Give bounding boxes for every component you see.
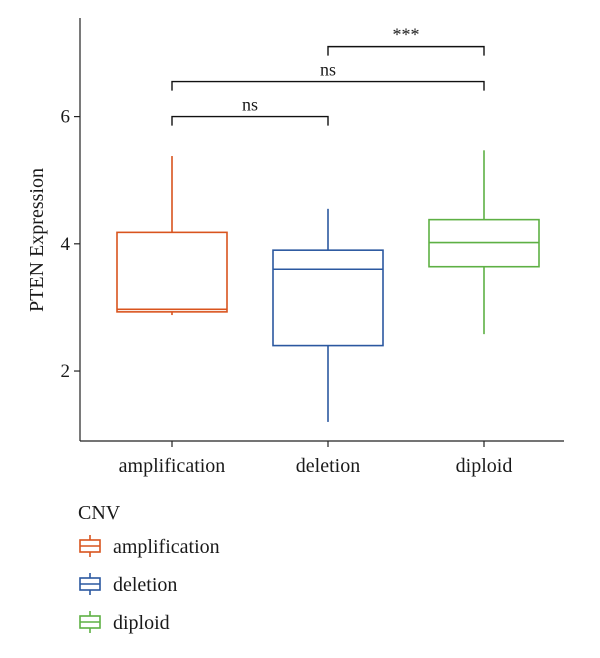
boxes	[116, 150, 540, 422]
x-tick-label: amplification	[119, 455, 226, 477]
legend-label: diploid	[113, 612, 170, 634]
legend-label: amplification	[113, 536, 220, 558]
legend-item-diploid: diploid	[79, 611, 170, 634]
bracket-line	[171, 80, 485, 91]
box-body	[116, 231, 228, 313]
y-axis-label: PTEN Expression	[26, 168, 48, 312]
box-diploid	[428, 150, 540, 335]
legend-item-deletion: deletion	[79, 573, 177, 596]
legend-title: CNV	[78, 502, 121, 524]
legend-label: deletion	[113, 574, 177, 596]
bracket-amplification-deletion: ns	[171, 95, 329, 126]
x-tick-labels: amplification deletion diploid	[119, 455, 513, 477]
y-tick-label: 6	[61, 107, 71, 128]
legend: CNV amplification deletion diploid	[78, 502, 220, 634]
bracket-line	[327, 45, 485, 56]
bracket-line	[171, 115, 329, 126]
y-tick-label: 4	[61, 234, 71, 255]
bracket-amplification-diploid: ns	[171, 60, 485, 91]
significance-label: ns	[320, 60, 336, 80]
x-tick-label: deletion	[296, 455, 360, 477]
box-amplification	[116, 156, 228, 316]
x-tick-label: diploid	[456, 455, 513, 477]
axes: 2 4 6	[61, 18, 564, 447]
significance-brackets: ns ns ***	[171, 25, 485, 126]
y-tick-label: 2	[61, 361, 71, 382]
bracket-deletion-diploid: ***	[327, 25, 485, 56]
box-deletion	[272, 208, 384, 422]
legend-item-amplification: amplification	[79, 535, 220, 558]
significance-label: ns	[242, 95, 258, 115]
significance-label: ***	[393, 25, 420, 45]
box-body	[272, 249, 384, 347]
